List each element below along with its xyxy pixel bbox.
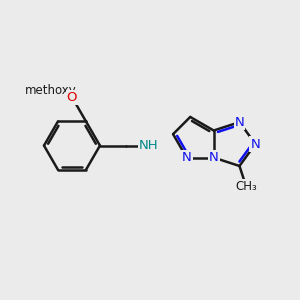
Text: N: N (209, 151, 219, 164)
Text: CH₃: CH₃ (235, 180, 257, 193)
Text: N: N (250, 138, 260, 151)
Text: N: N (235, 116, 244, 129)
Text: NH: NH (139, 139, 158, 152)
Text: methoxy: methoxy (25, 84, 77, 97)
Text: methoxy: methoxy (0, 299, 1, 300)
Text: O: O (67, 91, 77, 103)
Text: N: N (182, 151, 191, 164)
Text: O: O (67, 91, 77, 103)
